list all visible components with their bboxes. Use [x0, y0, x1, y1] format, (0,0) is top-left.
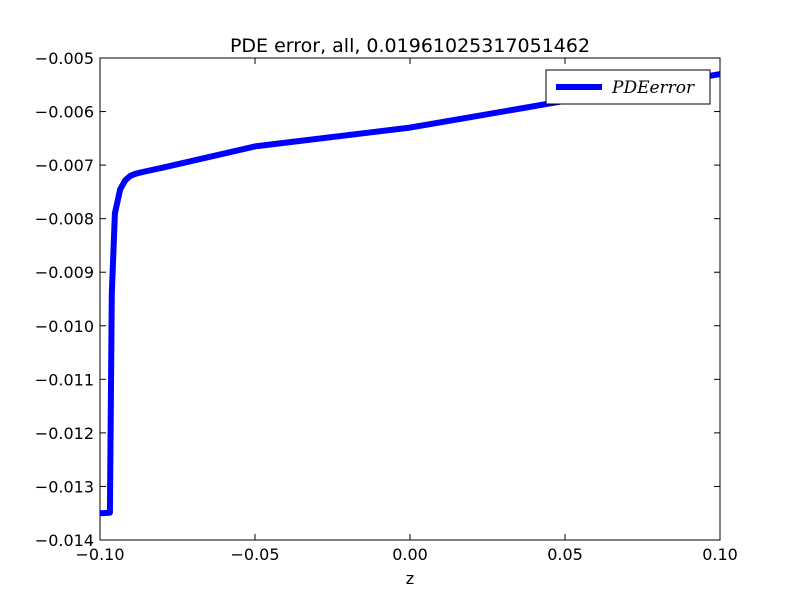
- y-tick-label: −0.011: [35, 370, 94, 389]
- y-tick-label: −0.005: [35, 49, 94, 68]
- x-tick-label: 0.00: [392, 545, 428, 564]
- y-tick-label: −0.009: [35, 263, 94, 282]
- x-axis-label: z: [406, 569, 414, 588]
- y-tick-label: −0.012: [35, 424, 94, 443]
- chart-title: PDE error, all, 0.01961025317051462: [230, 35, 590, 57]
- x-tick-label: −0.05: [230, 545, 279, 564]
- y-tick-label: −0.010: [35, 317, 94, 336]
- axes-frame: [99, 57, 721, 541]
- y-tick-label: −0.006: [35, 103, 94, 122]
- x-tick-label: 0.05: [547, 545, 583, 564]
- series-layer: [100, 71, 720, 517]
- legend-label: PDEerror: [611, 78, 695, 98]
- x-tick-label: 0.10: [702, 545, 738, 564]
- plot-area: −0.10 −0.05 0.00 0.05 0.10 −0.005 −0.006 −0.007…: [35, 49, 738, 564]
- ticks-layer: −0.10 −0.05 0.00 0.05 0.10 −0.005 −0.006 −0.007…: [35, 49, 738, 564]
- y-tick-label: −0.007: [35, 156, 94, 175]
- legend: PDEerror: [545, 69, 711, 105]
- y-tick-label: −0.013: [35, 477, 94, 496]
- y-tick-label: −0.014: [35, 531, 94, 550]
- x-tick-label: −0.10: [75, 545, 124, 564]
- y-tick-label: −0.008: [35, 210, 94, 229]
- series-line-pdeerror: [100, 71, 720, 517]
